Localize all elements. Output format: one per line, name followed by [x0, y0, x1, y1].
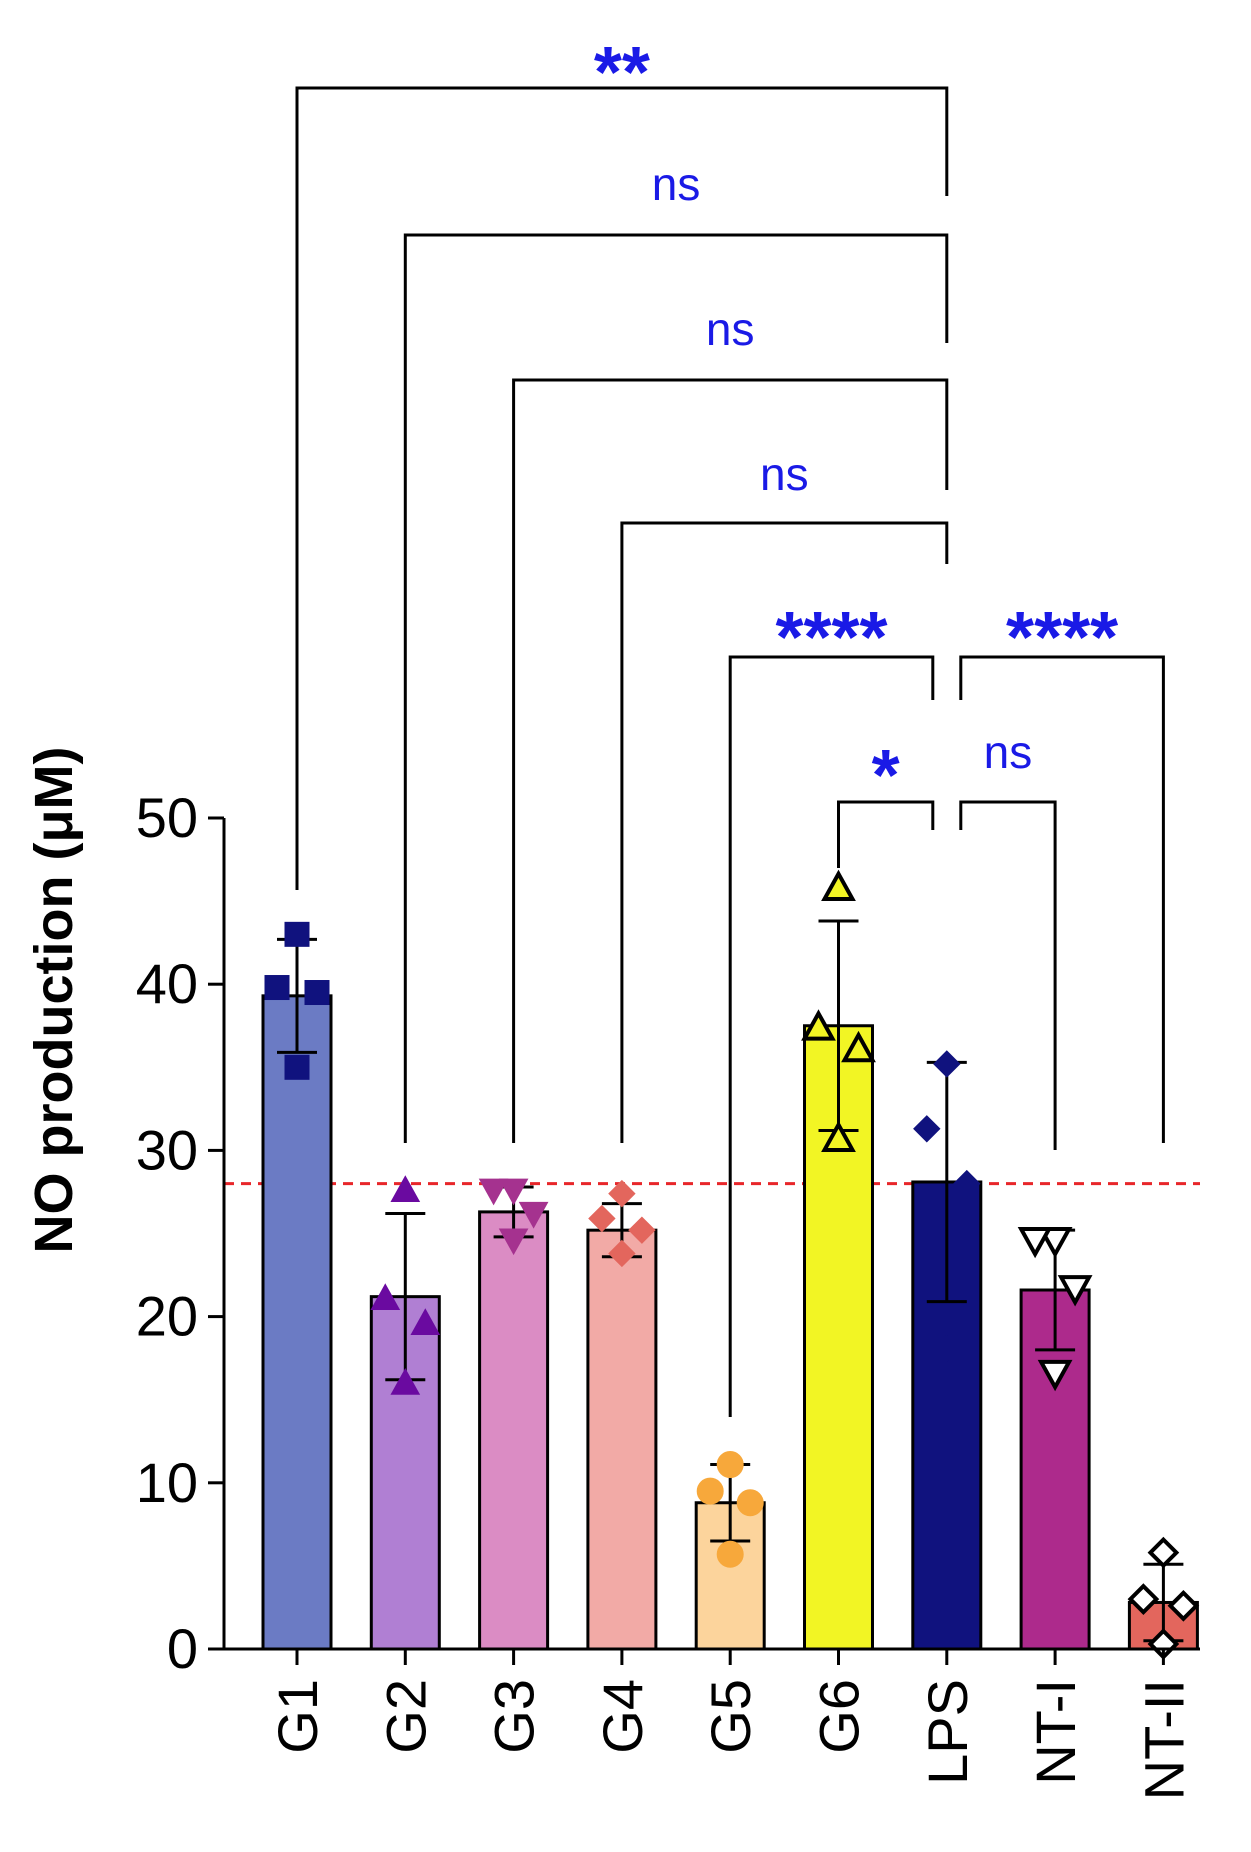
bracket-g1-vs-lps: ** — [295, 33, 949, 890]
point-g5-2 — [696, 1477, 724, 1505]
point-nt-i-3 — [1057, 1275, 1093, 1307]
x-tick-label-g4: G4 — [591, 1679, 654, 1754]
point-g1-2 — [264, 975, 290, 1001]
point-nt-ii-2 — [1127, 1583, 1160, 1615]
point-g2-3 — [410, 1308, 441, 1335]
x-tick-label-lps: LPS — [916, 1679, 979, 1785]
point-lps-1 — [933, 1050, 961, 1078]
x-tick-label-g5: G5 — [699, 1679, 762, 1754]
point-nt-i-2 — [1017, 1226, 1053, 1259]
y-tick-label: 50 — [136, 786, 198, 849]
bracket-g2-vs-lps: ns — [403, 158, 949, 1143]
point-g6-2 — [801, 1009, 836, 1041]
y-tick-label: 0 — [167, 1617, 198, 1680]
x-tick-label-g2: G2 — [374, 1679, 437, 1754]
bracket-g3-vs-lps: ns — [512, 303, 949, 1143]
point-g4-3 — [628, 1216, 656, 1244]
x-tick-label-g1: G1 — [266, 1679, 329, 1754]
point-g6-3 — [841, 1030, 876, 1063]
x-tick-label-nt-i: NT-I — [1024, 1679, 1087, 1785]
point-g4-2 — [588, 1204, 616, 1233]
point-g2-4 — [390, 1368, 421, 1395]
point-lps-3 — [953, 1169, 981, 1198]
point-g1-3 — [304, 980, 330, 1006]
significance-label: **** — [775, 598, 887, 678]
bracket-lps-vs-nt-i: ns — [959, 726, 1057, 1150]
significance-label: ns — [706, 303, 755, 355]
bar-g4 — [586, 1228, 658, 1651]
point-g4-1 — [608, 1179, 636, 1208]
bar-g1 — [261, 994, 333, 1651]
point-g6-4 — [821, 1120, 856, 1152]
point-g5-3 — [736, 1489, 764, 1517]
significance-label: ** — [594, 33, 650, 113]
bracket-g6-vs-lps: * — [837, 736, 935, 868]
point-g6-1 — [821, 869, 856, 902]
x-tick-label-g6: G6 — [808, 1679, 871, 1754]
point-g3-2 — [478, 1178, 509, 1206]
data-points-group — [264, 869, 1200, 1660]
point-g2-1 — [390, 1175, 421, 1202]
bracket-g5-vs-lps: **** — [728, 598, 935, 1417]
y-tick-label: 20 — [136, 1285, 198, 1348]
bar-g3 — [478, 1210, 550, 1651]
point-g5-1 — [716, 1451, 744, 1479]
significance-label: **** — [1006, 598, 1118, 678]
point-g3-4 — [498, 1228, 529, 1256]
point-lps-4 — [933, 1334, 961, 1362]
significance-label: ns — [984, 726, 1033, 778]
significance-label: ns — [760, 448, 809, 500]
point-g3-3 — [518, 1201, 549, 1229]
point-g1-4 — [284, 1054, 310, 1080]
point-nt-ii-3 — [1167, 1589, 1200, 1622]
bars-group — [261, 994, 1199, 1651]
y-axis-label: NO production (μM) — [24, 747, 84, 1254]
point-lps-2 — [913, 1115, 941, 1143]
point-g5-4 — [716, 1540, 744, 1568]
axes-group: 0 10 20 30 40 50 G1 G2 G3 G4 G5 G6 LPS NT-I NT-II — [136, 786, 1200, 1800]
point-nt-ii-1 — [1147, 1536, 1180, 1569]
x-tick-label-g3: G3 — [483, 1679, 546, 1754]
point-g2-2 — [370, 1283, 401, 1311]
bracket-g4-vs-lps: ns — [620, 448, 949, 1143]
y-tick-label: 30 — [136, 1118, 198, 1181]
significance-label: * — [872, 736, 900, 816]
x-tick-label-nt-ii: NT-II — [1132, 1679, 1195, 1800]
point-g3-1 — [498, 1178, 529, 1206]
point-g1-1 — [284, 921, 310, 947]
point-g4-4 — [608, 1239, 636, 1268]
y-tick-label: 10 — [136, 1451, 198, 1514]
point-nt-i-4 — [1037, 1359, 1073, 1392]
point-nt-i-1 — [1037, 1226, 1073, 1259]
bracket-lps-vs-nt-ii: **** — [959, 598, 1165, 1143]
significance-label: ns — [652, 158, 701, 210]
y-tick-label: 40 — [136, 952, 198, 1015]
